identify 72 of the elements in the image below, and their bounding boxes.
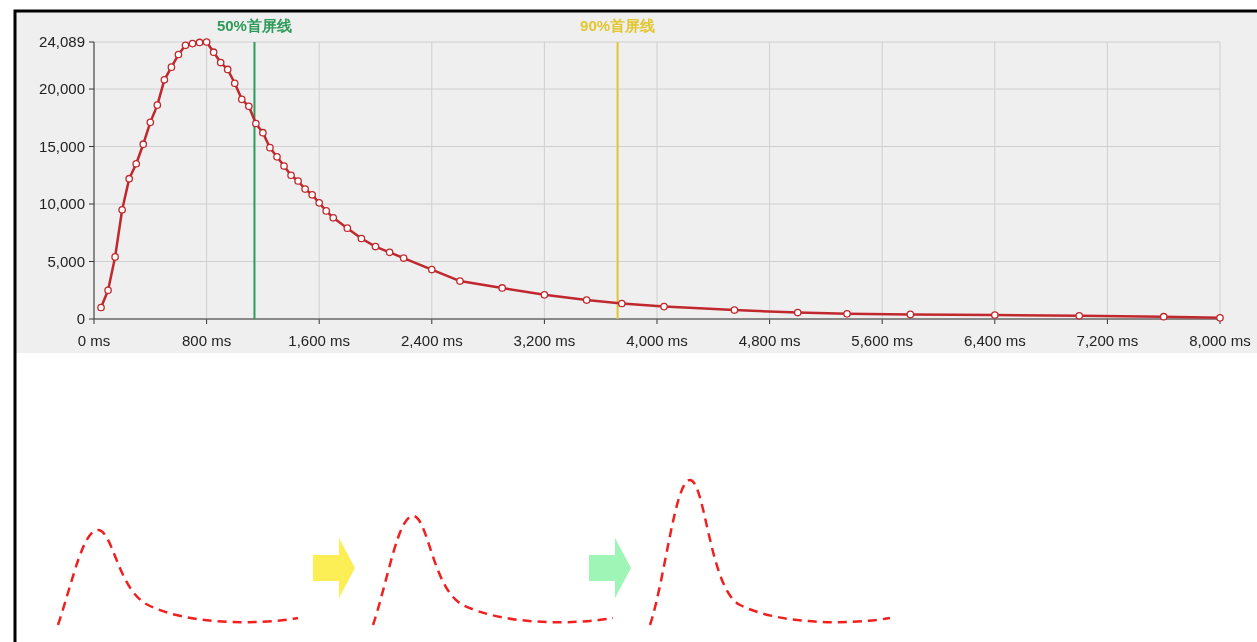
point [294,177,302,185]
point [456,277,464,285]
ref-line-label: 90%首屏线 [580,17,656,34]
y-tick-label: 15,000 [39,137,85,155]
point [385,248,394,257]
point [730,306,739,314]
point [111,253,119,261]
point [315,199,324,207]
point [167,63,176,72]
point [301,185,309,193]
point [371,242,380,251]
point [287,171,295,180]
point [209,48,218,57]
point [498,284,507,292]
point [223,65,232,74]
point [843,309,851,318]
point [118,205,126,214]
point [125,174,134,183]
point [427,265,436,274]
point [160,75,169,84]
point [617,299,626,308]
point [181,41,190,50]
point [216,58,225,67]
point [237,95,246,104]
point [357,234,366,243]
x-tick-label: 6,400 ms [963,332,1026,349]
y-tick-label: 0 [76,310,85,327]
point [1159,312,1168,321]
point [132,159,141,168]
point [259,128,267,137]
ref-line-label: 50%首屏线 [216,17,292,34]
point [244,102,253,111]
point [990,311,999,319]
point [329,213,338,222]
point [266,143,274,152]
point [146,118,155,127]
point [660,302,668,311]
x-tick-label: 2,400 ms [400,332,463,349]
point [273,153,281,161]
y-tick-label: 5,000 [47,252,85,270]
point [230,79,239,88]
point [174,50,183,59]
point [343,224,352,233]
point [188,39,197,48]
x-tick-label: 4,000 ms [626,332,688,349]
point [252,119,260,128]
point [195,38,204,47]
point [153,101,162,109]
x-tick-label: 8,000 ms [1189,332,1251,349]
x-tick-label: 0 ms [77,332,111,349]
x-tick-label: 1,600 ms [288,332,351,349]
y-tick-label: 10,000 [39,195,85,213]
x-tick-label: 4,800 ms [738,332,801,349]
x-tick-label: 800 ms [182,332,232,349]
point [793,308,802,317]
point [906,310,915,319]
point [308,190,317,199]
point [1075,311,1084,320]
point [582,296,591,304]
point [280,162,288,170]
y-tick-label: 20,000 [39,80,85,98]
x-tick-label: 7,200 ms [1076,332,1139,349]
point [399,254,408,262]
point [97,303,105,312]
y-tick-label: 24,089 [39,33,85,50]
point [322,207,331,215]
point [202,38,211,46]
point [540,291,549,299]
point [104,286,112,295]
x-tick-label: 3,200 ms [513,332,576,349]
x-tick-label: 5,600 ms [851,332,914,349]
point [139,140,148,149]
